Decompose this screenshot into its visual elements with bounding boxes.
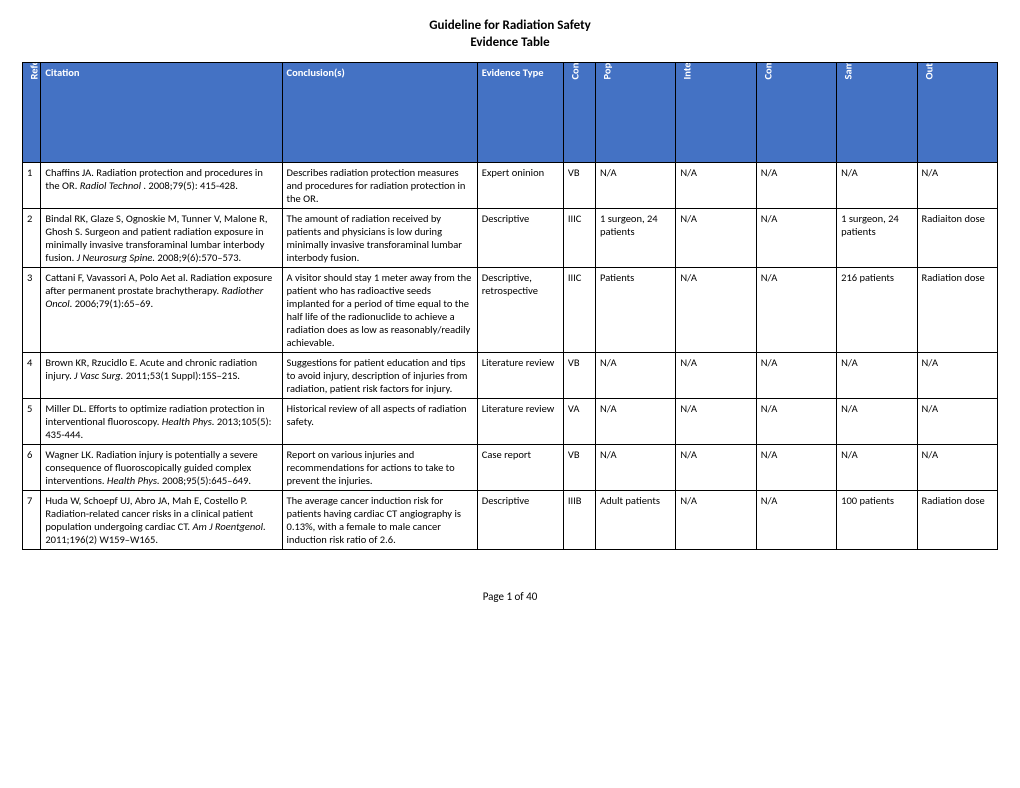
cell-population: N/A (596, 352, 676, 398)
cell-comparison: N/A (756, 208, 836, 267)
cell-comparison: N/A (756, 162, 836, 208)
cell-population: 1 surgeon, 24 patients (596, 208, 676, 267)
col-header-reference: Reference # (23, 62, 41, 162)
cell-citation: Cattani F, Vavassori A, Polo Aet al. Rad… (41, 267, 282, 352)
cell-outcome: Radiation dose (917, 490, 998, 549)
cell-reference: 2 (23, 208, 41, 267)
page-title-block: Guideline for Radiation Safety Evidence … (22, 18, 998, 52)
cell-sample: 100 patients (837, 490, 917, 549)
cell-consensus: VB (563, 444, 595, 490)
cell-conclusion: Suggestions for patient education and ti… (282, 352, 477, 398)
col-header-population: Population (596, 62, 676, 162)
cell-citation: Bindal RK, Glaze S, Ognoskie M, Tunner V… (41, 208, 282, 267)
cell-evidence-type: Case report (477, 444, 563, 490)
col-header-sample: Sample size (837, 62, 917, 162)
title-line-1: Guideline for Radiation Safety (22, 18, 998, 35)
cell-reference: 6 (23, 444, 41, 490)
cell-outcome: N/A (917, 162, 998, 208)
cell-population: N/A (596, 162, 676, 208)
cell-conclusion: A visitor should stay 1 meter away from … (282, 267, 477, 352)
cell-intervention: N/A (676, 444, 756, 490)
cell-outcome: Radiation dose (917, 267, 998, 352)
cell-consensus: VB (563, 352, 595, 398)
table-row: 2Bindal RK, Glaze S, Ognoskie M, Tunner … (23, 208, 998, 267)
cell-intervention: N/A (676, 398, 756, 444)
cell-reference: 1 (23, 162, 41, 208)
col-header-conclusion: Conclusion(s) (282, 62, 477, 162)
cell-sample: N/A (837, 162, 917, 208)
col-header-comparison: Comparision (756, 62, 836, 162)
title-line-2: Evidence Table (22, 35, 998, 52)
col-header-citation: Citation (41, 62, 282, 162)
col-header-outcome: Outcome measure (917, 62, 998, 162)
cell-conclusion: The average cancer induction risk for pa… (282, 490, 477, 549)
cell-citation: Chaffins JA. Radiation protection and pr… (41, 162, 282, 208)
cell-citation: Wagner LK. Radiation injury is potential… (41, 444, 282, 490)
cell-sample: N/A (837, 398, 917, 444)
cell-comparison: N/A (756, 490, 836, 549)
cell-evidence-type: Descriptive (477, 208, 563, 267)
cell-comparison: N/A (756, 398, 836, 444)
cell-outcome: Radiaiton dose (917, 208, 998, 267)
cell-comparison: N/A (756, 444, 836, 490)
cell-sample: N/A (837, 352, 917, 398)
cell-population: Patients (596, 267, 676, 352)
cell-consensus: VA (563, 398, 595, 444)
cell-sample: N/A (837, 444, 917, 490)
cell-consensus: IIIC (563, 208, 595, 267)
cell-population: Adult patients (596, 490, 676, 549)
cell-comparison: N/A (756, 267, 836, 352)
cell-conclusion: The amount of radiation received by pati… (282, 208, 477, 267)
evidence-table: Reference # Citation Conclusion(s) Evide… (22, 62, 998, 550)
cell-sample: 1 surgeon, 24 patients (837, 208, 917, 267)
cell-reference: 5 (23, 398, 41, 444)
col-header-intervention: Intervention (676, 62, 756, 162)
cell-evidence-type: Literature review (477, 398, 563, 444)
cell-consensus: VB (563, 162, 595, 208)
cell-intervention: N/A (676, 352, 756, 398)
cell-comparison: N/A (756, 352, 836, 398)
cell-reference: 3 (23, 267, 41, 352)
col-header-consensus: Concensus score (563, 62, 595, 162)
cell-evidence-type: Descriptive, retrospective (477, 267, 563, 352)
cell-citation: Miller DL. Efforts to optimize radiation… (41, 398, 282, 444)
cell-intervention: N/A (676, 208, 756, 267)
cell-conclusion: Historical review of all aspects of radi… (282, 398, 477, 444)
header-row: Reference # Citation Conclusion(s) Evide… (23, 62, 998, 162)
cell-conclusion: Report on various injuries and recommend… (282, 444, 477, 490)
cell-intervention: N/A (676, 490, 756, 549)
cell-outcome: N/A (917, 444, 998, 490)
page-footer: Page 1 of 40 (22, 590, 998, 603)
cell-population: N/A (596, 398, 676, 444)
cell-population: N/A (596, 444, 676, 490)
cell-sample: 216 patients (837, 267, 917, 352)
table-row: 7Huda W, Schoepf UJ, Abro JA, Mah E, Cos… (23, 490, 998, 549)
table-row: 6Wagner LK. Radiation injury is potentia… (23, 444, 998, 490)
cell-citation: Brown KR, Rzucidlo E. Acute and chronic … (41, 352, 282, 398)
table-row: 3Cattani F, Vavassori A, Polo Aet al. Ra… (23, 267, 998, 352)
cell-reference: 4 (23, 352, 41, 398)
cell-outcome: N/A (917, 398, 998, 444)
cell-consensus: IIIC (563, 267, 595, 352)
cell-evidence-type: Descriptive (477, 490, 563, 549)
cell-citation: Huda W, Schoepf UJ, Abro JA, Mah E, Cost… (41, 490, 282, 549)
cell-outcome: N/A (917, 352, 998, 398)
table-row: 5Miller DL. Efforts to optimize radiatio… (23, 398, 998, 444)
cell-intervention: N/A (676, 162, 756, 208)
table-row: 4Brown KR, Rzucidlo E. Acute and chronic… (23, 352, 998, 398)
cell-reference: 7 (23, 490, 41, 549)
table-row: 1Chaffins JA. Radiation protection and p… (23, 162, 998, 208)
cell-intervention: N/A (676, 267, 756, 352)
cell-conclusion: Describes radiation protection measures … (282, 162, 477, 208)
cell-evidence-type: Literature review (477, 352, 563, 398)
cell-evidence-type: Expert oninion (477, 162, 563, 208)
col-header-evidence-type: Evidence Type (477, 62, 563, 162)
cell-consensus: IIIB (563, 490, 595, 549)
